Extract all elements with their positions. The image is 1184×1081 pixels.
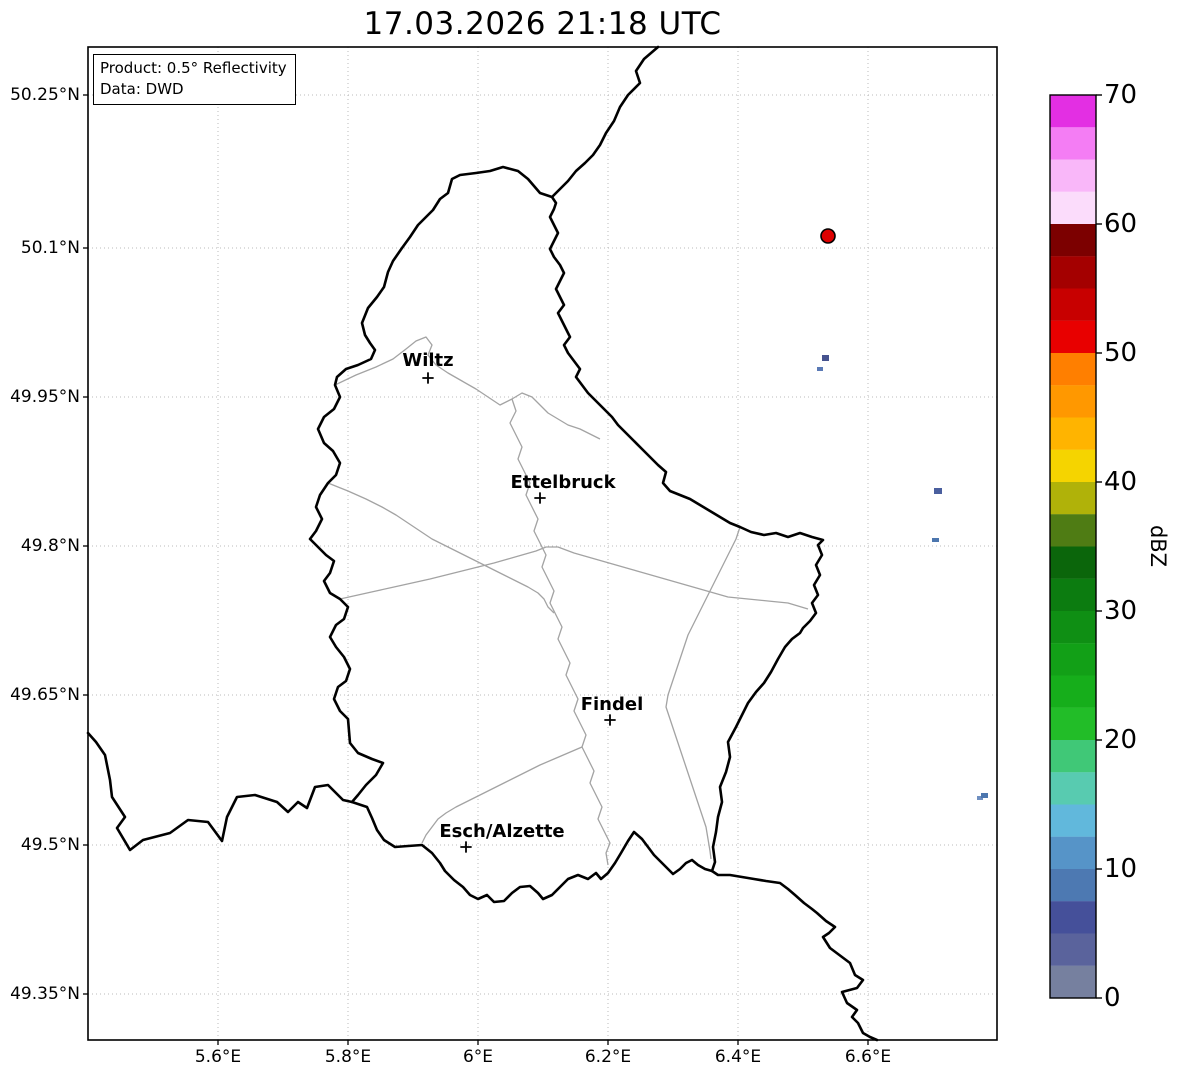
border-fr-be xyxy=(86,731,354,852)
colorbar-segments xyxy=(1050,95,1096,998)
y-tick-label: 49.35°N xyxy=(10,984,80,1004)
colorbar-tick-label: 60 xyxy=(1104,209,1138,239)
y-tick-label: 49.95°N xyxy=(10,387,80,407)
city-label: Wiltz xyxy=(402,350,453,371)
echo-speck xyxy=(822,355,829,361)
city-label: Findel xyxy=(581,694,644,715)
colorbar-ticks xyxy=(1096,94,1102,999)
colorbar-tick-label: 40 xyxy=(1104,467,1138,497)
plot-frame xyxy=(87,46,998,1041)
city-marker-wiltz xyxy=(422,372,434,384)
product-info-box: Product: 0.5° Reflectivity Data: DWD xyxy=(93,54,296,105)
data-source-line: Data: DWD xyxy=(100,80,184,98)
grid-lines xyxy=(88,47,997,1040)
x-tick-label: 6.6°E xyxy=(844,1047,892,1067)
colorbar xyxy=(1049,94,1102,999)
city-label: Ettelbruck xyxy=(510,472,616,493)
x-tick-label: 6°E xyxy=(462,1047,494,1067)
colorbar-unit-label: dBZ xyxy=(1146,524,1170,568)
colorbar-frame xyxy=(1049,94,1097,999)
echo-speck xyxy=(981,793,988,798)
y-tick-label: 50.25°N xyxy=(10,85,80,105)
colorbar-tick-label: 50 xyxy=(1104,338,1138,368)
country-borders xyxy=(86,45,879,1042)
city-label: Esch/Alzette xyxy=(439,821,564,842)
colorbar-svg xyxy=(1049,94,1102,999)
echo-speck xyxy=(932,538,939,542)
x-tick-label: 5.8°E xyxy=(324,1047,372,1067)
border-luxembourg xyxy=(308,165,825,904)
border-de-be xyxy=(550,45,660,199)
axis-ticks xyxy=(83,94,869,1045)
map-plot-area: Wiltz Ettelbruck Findel Esch/Alzette xyxy=(83,45,998,1045)
colorbar-tick-label: 0 xyxy=(1104,983,1121,1013)
y-tick-label: 49.65°N xyxy=(10,685,80,705)
x-tick-label: 6.4°E xyxy=(714,1047,762,1067)
colorbar-tick-label: 10 xyxy=(1104,854,1138,884)
product-line: Product: 0.5° Reflectivity xyxy=(100,59,287,77)
city-marker-findel xyxy=(604,714,616,726)
luxembourg-radar-map: Wiltz Ettelbruck Findel Esch/Alzette xyxy=(83,45,998,1045)
colorbar-tick-label: 20 xyxy=(1104,725,1138,755)
city-annotations: Wiltz Ettelbruck Findel Esch/Alzette xyxy=(402,350,644,853)
y-tick-label: 49.8°N xyxy=(20,536,80,556)
x-tick-label: 6.2°E xyxy=(584,1047,632,1067)
strong-echo-dot xyxy=(820,228,836,244)
radar-echoes xyxy=(817,228,988,800)
city-marker-esch xyxy=(460,841,472,853)
echo-speck xyxy=(817,367,823,371)
colorbar-tick-label: 70 xyxy=(1104,80,1138,110)
colorbar-tick-label: 30 xyxy=(1104,596,1138,626)
echo-speck xyxy=(977,796,983,800)
city-marker-ettelbruck xyxy=(534,492,546,504)
echo-speck xyxy=(934,488,942,494)
x-tick-label: 5.6°E xyxy=(194,1047,242,1067)
figure-title: 17.03.2026 21:18 UTC xyxy=(363,6,722,42)
border-moselle-de-fr xyxy=(710,869,879,1042)
canton-borders xyxy=(327,336,809,866)
y-tick-label: 49.5°N xyxy=(20,835,80,855)
y-tick-label: 50.1°N xyxy=(20,238,80,258)
